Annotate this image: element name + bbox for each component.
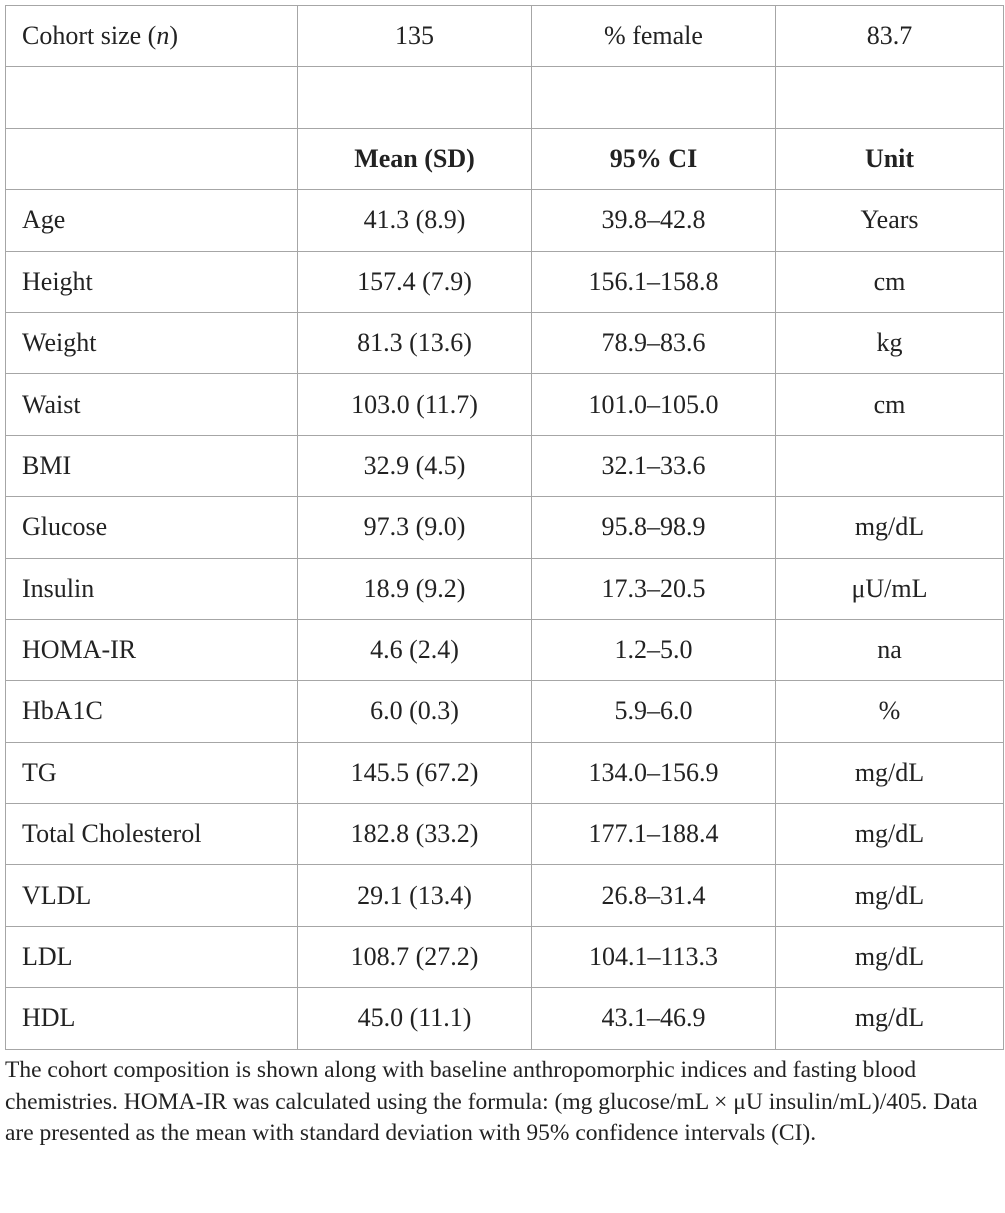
table-cell: 134.0–156.9	[531, 741, 776, 805]
table-cell: HOMA-IR	[5, 618, 298, 682]
table-cell: mg/dL	[775, 987, 1004, 1050]
table-row: BMI 32.9 (4.5) 32.1–33.6	[5, 434, 1004, 498]
table-cell: 104.1–113.3	[531, 925, 776, 989]
table-cell: Total Cholesterol	[5, 803, 298, 866]
table-cell: 182.8 (33.2)	[297, 803, 532, 866]
table-cell: 5.9–6.0	[531, 680, 776, 743]
table-row: Height 157.4 (7.9) 156.1–158.8 cm	[5, 250, 1004, 313]
table-cell: 41.3 (8.9)	[297, 189, 532, 252]
table-row: HDL 45.0 (11.1) 43.1–46.9 mg/dL	[5, 987, 1004, 1050]
table-cell: Age	[5, 189, 298, 252]
table-cell: mg/dL	[775, 803, 1004, 866]
data-table: Cohort size (n) 135% female 83.7 Mean (SD) 9…	[5, 4, 1004, 1050]
table-cell: 145.5 (67.2)	[297, 741, 532, 805]
table-cell: 43.1–46.9	[531, 987, 776, 1050]
table-cell: μU/mL	[775, 557, 1004, 620]
table-cell: 32.1–33.6	[531, 434, 776, 498]
table-cell	[5, 66, 298, 129]
table-row: HbA1C 6.0 (0.3) 5.9–6.0%	[5, 680, 1004, 743]
cell-text: Cohort size (	[22, 21, 157, 51]
table-cell: Waist	[5, 373, 298, 436]
table-cell: 18.9 (9.2)	[297, 557, 532, 620]
table-cell: 6.0 (0.3)	[297, 680, 532, 743]
cell-text: )	[169, 21, 178, 51]
table-cell: 97.3 (9.0)	[297, 496, 532, 559]
table-cell: mg/dL	[775, 741, 1004, 805]
table-cell: HbA1C	[5, 680, 298, 743]
table-cell: na	[775, 618, 1004, 682]
table-cell: Cohort size (n)	[5, 4, 298, 68]
table-cell: Insulin	[5, 557, 298, 620]
table-cell: 39.8–42.8	[531, 189, 776, 252]
table-cell: 32.9 (4.5)	[297, 434, 532, 498]
table-row: Age 41.3 (8.9) 39.8–42.8 Years	[5, 189, 1004, 252]
table-cell: 108.7 (27.2)	[297, 925, 532, 989]
table-row: Cohort size (n) 135% female 83.7	[5, 4, 1004, 68]
table-cell: 177.1–188.4	[531, 803, 776, 866]
table-cell: 101.0–105.0	[531, 373, 776, 436]
table-cell: 1.2–5.0	[531, 618, 776, 682]
table-cell: 78.9–83.6	[531, 311, 776, 375]
table-row: Total Cholesterol 182.8 (33.2) 177.1–188.4…	[5, 803, 1004, 866]
table-cell: Years	[775, 189, 1004, 252]
table-cell: Glucose	[5, 496, 298, 559]
table-cell	[775, 434, 1004, 498]
table-cell: 95% CI	[531, 127, 776, 191]
table-cell: cm	[775, 373, 1004, 436]
table-cell: TG	[5, 741, 298, 805]
table-cell: Weight	[5, 311, 298, 375]
table-cell: kg	[775, 311, 1004, 375]
table-row: TG 145.5 (67.2) 134.0–156.9 mg/dL	[5, 741, 1004, 805]
table-cell	[5, 127, 298, 191]
table-row: Weight 81.3 (13.6) 78.9–83.6 kg	[5, 311, 1004, 375]
table-cell	[531, 66, 776, 129]
table-cell: 83.7	[775, 4, 1004, 68]
table-row	[5, 66, 1004, 129]
table-cell: cm	[775, 250, 1004, 313]
table-row: LDL 108.7 (27.2) 104.1–113.3 mg/dL	[5, 925, 1004, 989]
table-row: VLDL 29.1 (13.4) 26.8–31.4 mg/dL	[5, 864, 1004, 927]
table-cell: 4.6 (2.4)	[297, 618, 532, 682]
table-cell: 45.0 (11.1)	[297, 987, 532, 1050]
table-cell: mg/dL	[775, 925, 1004, 989]
table-cell: 29.1 (13.4)	[297, 864, 532, 927]
table-cell: 103.0 (11.7)	[297, 373, 532, 436]
table-cell: 26.8–31.4	[531, 864, 776, 927]
table-cell	[775, 66, 1004, 129]
table-cell: %	[775, 680, 1004, 743]
table-cell: HDL	[5, 987, 298, 1050]
table-cell: mg/dL	[775, 496, 1004, 559]
table-cell: Height	[5, 250, 298, 313]
table-cell: Mean (SD)	[297, 127, 532, 191]
table-cell: 156.1–158.8	[531, 250, 776, 313]
table-cell: 135	[297, 4, 532, 68]
table-cell: 95.8–98.9	[531, 496, 776, 559]
table-row: Waist 103.0 (11.7) 101.0–105.0 cm	[5, 373, 1004, 436]
table-cell: Unit	[775, 127, 1004, 191]
table-cell: LDL	[5, 925, 298, 989]
table-cell: mg/dL	[775, 864, 1004, 927]
table-cell: BMI	[5, 434, 298, 498]
table-cell: VLDL	[5, 864, 298, 927]
table-row: Insulin 18.9 (9.2) 17.3–20.5 μU/mL	[5, 557, 1004, 620]
footnote: The cohort composition is shown along wi…	[5, 1057, 978, 1146]
table-row: HOMA-IR 4.6 (2.4) 1.2–5.0 na	[5, 618, 1004, 682]
table-cell: % female	[531, 4, 776, 68]
table-cell: 17.3–20.5	[531, 557, 776, 620]
table-cell: 81.3 (13.6)	[297, 311, 532, 375]
table-cell: 157.4 (7.9)	[297, 250, 532, 313]
table-row: Mean (SD) 95% CI Unit	[5, 127, 1004, 191]
cell-text: n	[156, 21, 170, 51]
table-row: Glucose 97.3 (9.0) 95.8–98.9 mg/dL	[5, 496, 1004, 559]
table-cell	[297, 66, 532, 129]
